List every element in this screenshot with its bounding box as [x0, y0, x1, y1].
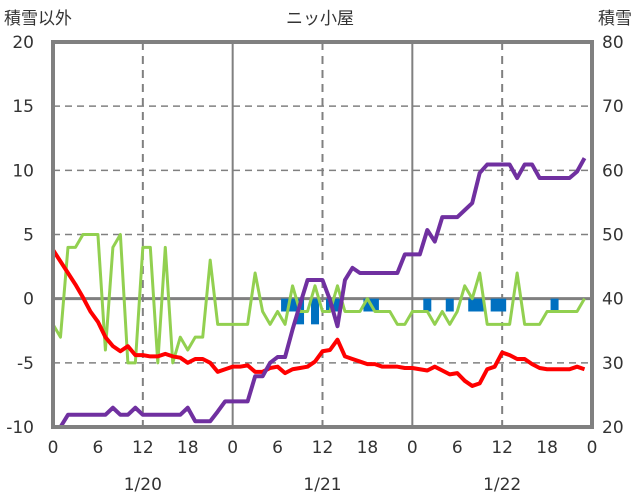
precip-bar	[498, 298, 507, 312]
right-tick-label: 40	[602, 290, 624, 310]
date-label: 1/21	[303, 475, 341, 495]
right-tick-label: 30	[602, 354, 624, 374]
x-tick-label: 18	[357, 438, 379, 458]
precip-bar	[311, 298, 320, 325]
precip-bar	[363, 298, 372, 312]
right-tick-label: 70	[602, 97, 624, 117]
left-tick-label: -5	[17, 354, 34, 374]
plot-frame	[51, 40, 594, 429]
precip-bar	[288, 298, 297, 312]
right-tick-label: 60	[602, 161, 624, 181]
left-tick-label: 15	[12, 97, 34, 117]
right-tick-label: 20	[602, 418, 624, 438]
x-tick-label: 0	[48, 438, 59, 458]
left-tick-label: 5	[23, 226, 34, 246]
left-tick-label: 20	[12, 33, 34, 53]
date-label: 1/22	[483, 475, 521, 495]
series-line-green	[51, 233, 586, 365]
x-tick-label: 6	[272, 438, 283, 458]
series-line-red	[51, 248, 586, 388]
precip-bar	[445, 298, 454, 312]
x-tick-label: 0	[227, 438, 238, 458]
left-axis-title: 積雪以外	[4, 9, 72, 29]
precip-bar	[550, 298, 559, 312]
precip-bar	[333, 298, 342, 312]
x-tick-label: 12	[312, 438, 334, 458]
precip-bar	[423, 298, 432, 312]
x-tick-label: 12	[491, 438, 513, 458]
right-tick-label: 50	[602, 226, 624, 246]
precip-bar	[468, 298, 477, 312]
precip-bar	[370, 298, 379, 312]
x-tick-label: 0	[587, 438, 598, 458]
x-tick-label: 0	[407, 438, 418, 458]
x-tick-label: 12	[132, 438, 154, 458]
x-tick-label: 6	[452, 438, 463, 458]
date-label: 1/20	[124, 475, 162, 495]
right-axis-title: 積雪	[598, 9, 632, 29]
x-tick-label: 6	[93, 438, 104, 458]
x-tick-label: 18	[177, 438, 199, 458]
precip-bar	[281, 298, 290, 312]
right-tick-label: 80	[602, 33, 624, 53]
precip-bar	[475, 298, 484, 312]
left-tick-label: 0	[23, 290, 34, 310]
left-tick-label: 10	[12, 161, 34, 181]
left-tick-label: -10	[6, 418, 34, 438]
series-line-purple	[53, 157, 587, 429]
chart-title: ニッ小屋	[286, 9, 354, 29]
x-tick-label: 18	[536, 438, 558, 458]
precip-bar	[490, 298, 499, 312]
